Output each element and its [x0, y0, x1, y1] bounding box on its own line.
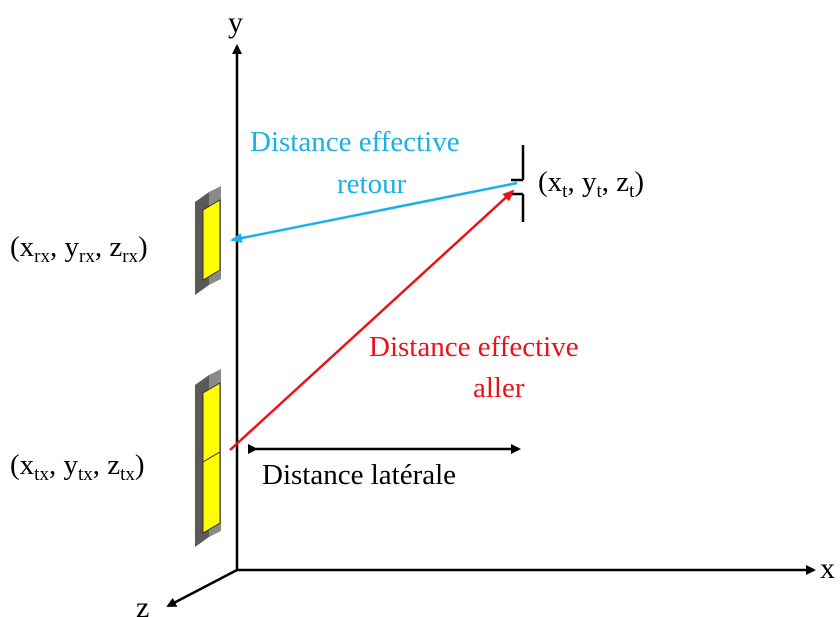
lateral-distance-label: Distance latérale: [262, 459, 456, 491]
z-axis: [166, 568, 238, 608]
outgoing-path-arrow: [229, 189, 515, 451]
z-axis-label: z: [136, 591, 149, 617]
transmitter-coordinates: (xtx, ytx, ztx): [10, 449, 145, 485]
y-axis-label: y: [228, 6, 243, 39]
target-coordinates: (xt, yt, zt): [538, 166, 644, 202]
transmitter-antenna-icon: [195, 369, 221, 547]
outgoing-distance-label-line1: Distance effective: [369, 331, 579, 363]
return-path-arrow: [230, 181, 518, 243]
receiver-antenna-icon: [195, 186, 221, 295]
outgoing-distance-label-line2: aller: [473, 372, 525, 404]
return-distance-label-line2: retour: [337, 168, 407, 200]
x-axis-label: x: [820, 552, 835, 585]
return-distance-label-line1: Distance effective: [250, 126, 460, 158]
receiver-coordinates: (xrx, yrx, zrx): [10, 231, 148, 267]
